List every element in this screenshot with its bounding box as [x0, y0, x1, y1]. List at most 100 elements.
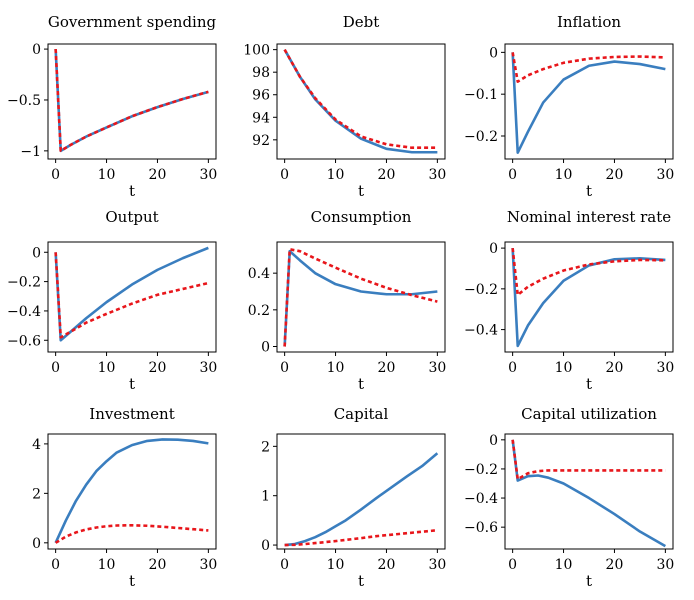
panel-5: Nominal interest rate 0 10 20 30 0 −0.2 −0.4 t: [464, 208, 674, 393]
plot-frame: [504, 43, 674, 160]
x-tick-label: 0: [51, 167, 60, 183]
y-tick-label: −0.2: [7, 275, 41, 291]
series-line-solid: [284, 452, 439, 547]
x-tick-label: 30: [428, 167, 446, 183]
panel-8: Capital utilization 0 10 20 30 0 −0.2 −0.4 −0.6 t: [464, 405, 674, 590]
panel-1: Debt 0 10 20 30 100 98 96 94 92 t: [243, 13, 446, 200]
x-tick-label: 20: [378, 360, 396, 376]
y-tick-label: 0: [32, 245, 41, 261]
panel-3: Output 0 10 20 30 0 −0.2 −0.4 −0.6 t: [7, 208, 217, 393]
x-tick-label: 30: [199, 167, 217, 183]
x-tick-label: 10: [327, 557, 345, 573]
panel-title: Consumption: [311, 208, 412, 226]
y-tick-label: −1: [20, 144, 41, 160]
series-line-dashed: [284, 528, 438, 547]
y-tick-label: 0.4: [248, 266, 270, 282]
x-tick-label: 0: [51, 557, 60, 573]
y-tick-label: −0.2: [464, 129, 498, 145]
x-tick-label: 30: [656, 167, 674, 183]
x-tick-label: 0: [508, 167, 517, 183]
panel-title: Inflation: [557, 13, 621, 31]
x-tick-label: 0: [280, 360, 289, 376]
x-axis-label: t: [586, 375, 592, 393]
series-line-solid: [511, 439, 667, 548]
panel-title: Capital utilization: [521, 405, 657, 423]
x-tick-label: 30: [656, 360, 674, 376]
x-tick-label: 10: [555, 360, 573, 376]
plot-frame: [276, 241, 446, 353]
series-line-solid: [283, 49, 438, 154]
y-tick-label: 0.2: [248, 303, 270, 319]
x-axis-label: t: [358, 572, 364, 590]
x-tick-label: 20: [149, 557, 167, 573]
x-tick-label: 0: [508, 557, 517, 573]
y-tick-label: 0: [489, 241, 498, 257]
panel-6: Investment 0 10 20 30 0 2 4 t: [32, 405, 217, 590]
plot-frame: [504, 433, 674, 550]
x-axis-label: t: [129, 182, 135, 200]
x-axis-label: t: [586, 182, 592, 200]
x-tick-label: 0: [280, 557, 289, 573]
y-tick-label: 100: [243, 43, 270, 59]
panel-0: Government spending 0 10 20 30 0 −0.5 −1 t: [7, 13, 217, 200]
plot-frame: [276, 433, 446, 550]
x-tick-label: 20: [149, 167, 167, 183]
y-tick-label: −0.4: [464, 323, 498, 339]
y-tick-label: 2: [32, 486, 41, 502]
y-tick-label: −0.5: [7, 93, 41, 109]
x-tick-label: 30: [428, 360, 446, 376]
y-tick-label: −0.6: [464, 520, 498, 536]
y-tick-label: 0: [32, 42, 41, 58]
y-tick-label: 0: [489, 45, 498, 61]
plot-frame: [504, 241, 674, 353]
x-axis-label: t: [586, 572, 592, 590]
series-line-solid: [511, 52, 666, 155]
panel-title: Capital: [334, 405, 389, 423]
y-tick-label: 0: [261, 340, 270, 356]
x-axis-label: t: [129, 375, 135, 393]
panel-title: Output: [105, 208, 158, 226]
plot-frame: [47, 43, 217, 160]
y-tick-label: 0: [261, 538, 270, 554]
y-tick-label: −0.2: [464, 462, 498, 478]
panel-title: Nominal interest rate: [507, 208, 671, 226]
y-tick-label: −0.6: [7, 333, 41, 349]
series-line-dashed: [283, 248, 438, 347]
y-tick-label: 0: [32, 536, 41, 552]
panel-title: Investment: [89, 405, 174, 423]
y-tick-label: 4: [32, 437, 41, 453]
x-tick-label: 10: [98, 167, 116, 183]
y-tick-label: 92: [252, 133, 270, 149]
series-line-solid: [511, 248, 666, 348]
x-tick-label: 10: [327, 167, 345, 183]
x-tick-label: 10: [327, 360, 345, 376]
panel-2: Inflation 0 10 20 30 0 −0.1 −0.2 t: [464, 13, 674, 200]
series-line-solid: [283, 249, 438, 347]
x-tick-label: 20: [149, 360, 167, 376]
y-tick-label: −0.1: [464, 87, 498, 103]
x-tick-label: 10: [555, 167, 573, 183]
series-line-dashed: [283, 49, 438, 150]
x-tick-label: 20: [606, 557, 624, 573]
series-line-dashed: [511, 247, 666, 297]
x-tick-label: 20: [606, 360, 624, 376]
x-tick-label: 30: [656, 557, 674, 573]
y-tick-label: −0.4: [464, 491, 498, 507]
y-tick-label: −0.2: [464, 282, 498, 298]
y-tick-label: 94: [252, 110, 270, 126]
x-tick-label: 0: [51, 360, 60, 376]
panel-7: Capital 0 10 20 30 0 1 2 t: [261, 405, 446, 590]
series-line-dashed: [511, 439, 666, 481]
x-axis-label: t: [358, 182, 364, 200]
y-tick-label: 2: [261, 439, 270, 455]
x-tick-label: 10: [98, 360, 116, 376]
series-line-dashed: [54, 523, 209, 544]
x-tick-label: 30: [199, 557, 217, 573]
y-tick-label: 96: [252, 88, 270, 104]
series-line-solid: [54, 438, 209, 544]
series-line-solid: [54, 246, 209, 342]
panel-4: Consumption 0 10 20 30 0 0.2 0.4 t: [248, 208, 447, 393]
y-tick-label: 1: [261, 489, 270, 505]
x-tick-label: 30: [428, 557, 446, 573]
